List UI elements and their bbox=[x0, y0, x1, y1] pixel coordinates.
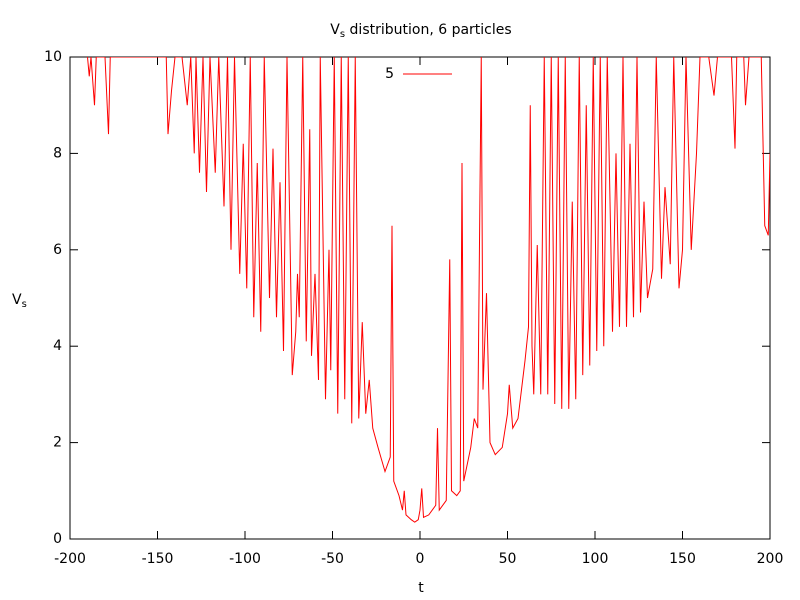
ylabel-sub: s bbox=[22, 299, 27, 310]
y-tick-label: 10 bbox=[44, 49, 62, 65]
y-tick-label: 0 bbox=[53, 531, 62, 547]
x-tick-label: -150 bbox=[142, 551, 174, 567]
x-tick-label: 100 bbox=[582, 551, 609, 567]
x-tick-label: -100 bbox=[229, 551, 261, 567]
title-part: V bbox=[330, 22, 340, 38]
title-sub: s bbox=[340, 29, 345, 40]
x-tick-label: 150 bbox=[669, 551, 696, 567]
x-tick-label: -200 bbox=[54, 551, 86, 567]
ylabel-part: V bbox=[12, 292, 22, 308]
title-part: distribution, 6 particles bbox=[345, 22, 512, 38]
plot-frame bbox=[69, 56, 771, 540]
x-tick-label: 50 bbox=[499, 551, 517, 567]
y-tick-label: 6 bbox=[53, 242, 62, 258]
y-tick-label: 4 bbox=[53, 338, 62, 354]
y-axis-label: Vs bbox=[12, 292, 27, 310]
chart-title: Vs distribution, 6 particles bbox=[330, 22, 511, 40]
data-line bbox=[87, 57, 770, 523]
y-tick-label: 8 bbox=[53, 145, 62, 161]
x-tick-label: 200 bbox=[757, 551, 784, 567]
x-axis-label: t bbox=[418, 580, 424, 596]
x-tick-label: 0 bbox=[416, 551, 425, 567]
legend-label: 5 bbox=[385, 66, 394, 82]
x-tick-label: -50 bbox=[321, 551, 344, 567]
y-tick-label: 2 bbox=[53, 435, 62, 451]
